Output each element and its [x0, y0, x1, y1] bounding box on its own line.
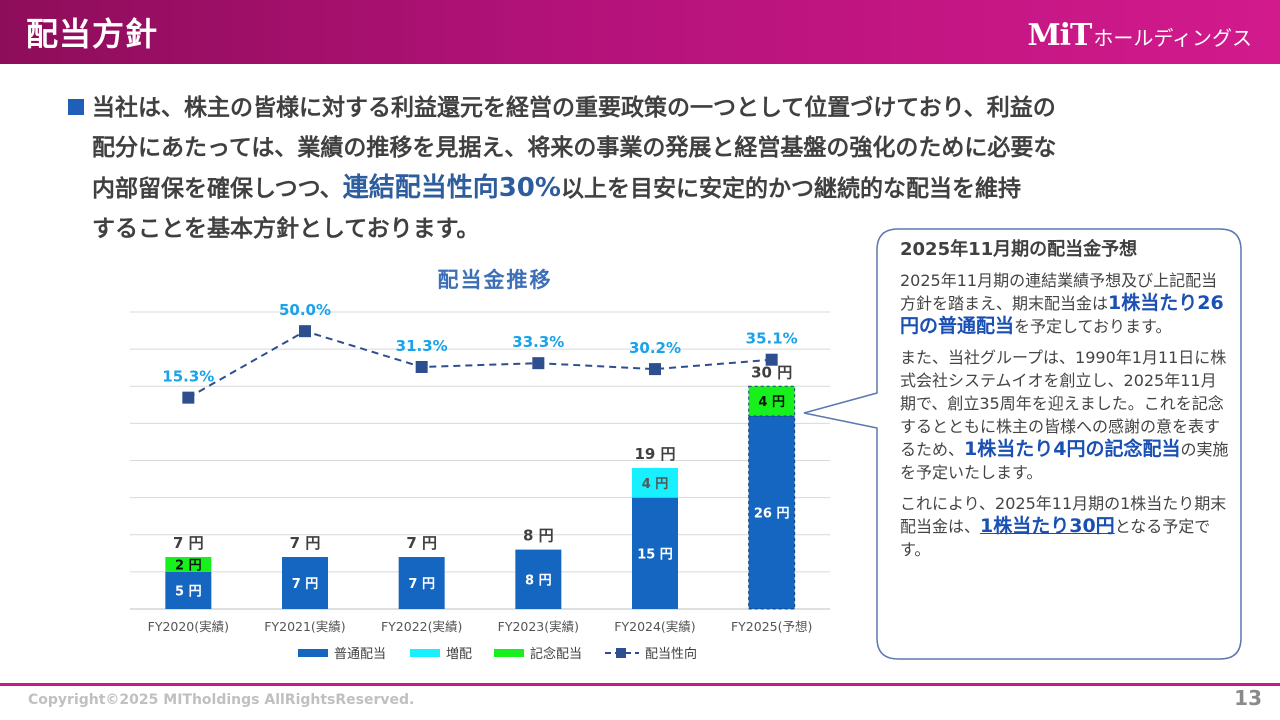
callout-paragraph-2: また、当社グループは、1990年1月11日に株式会社システムイオを創立し、202… [900, 346, 1230, 484]
bar-total-label: 7 円 [406, 534, 437, 552]
bar-total-label: 7 円 [290, 534, 321, 552]
legend-label: 普通配当 [334, 647, 386, 662]
forecast-callout: 2025年11月期の配当金予想 2025年11月期の連結業績予想及び上記配当方針… [803, 228, 1242, 660]
payout-target-highlight: 連結配当性向30% [342, 173, 561, 203]
payout-ratio-marker [299, 325, 311, 338]
x-tick-label: FY2020(実績) [148, 619, 229, 634]
bar-segment [748, 415, 796, 610]
logo-text: ホールディングス [1093, 26, 1252, 50]
bar-total-label: 7 円 [173, 534, 204, 552]
bar-value-label: 7 円 [292, 577, 319, 592]
legend-swatch [410, 649, 440, 657]
x-tick-label: FY2022(実績) [381, 619, 462, 634]
bar-value-label: 7 円 [408, 577, 435, 592]
copyright-text: Copyright©2025 MITholdings AllRightsRese… [28, 692, 415, 708]
payout-ratio-label: 15.3% [162, 368, 214, 386]
x-tick-label: FY2021(実績) [264, 619, 345, 634]
callout-paragraph-3: これにより、2025年11月期の1株当たり期末配当金は、1株当たり30円となる予… [900, 492, 1230, 561]
callout-p1-text: 2025年11月期の連結業績予想及び上記配当方針を踏まえ、期末配当金は [900, 271, 1218, 313]
bar-value-label: 8 円 [525, 573, 552, 588]
payout-ratio-label: 33.3% [512, 333, 564, 351]
callout-p3-text: これにより、2025年11月期の1株当たり期末配当金は、 [900, 494, 1227, 536]
policy-line-3: 内部留保を確保しつつ、連結配当性向30%以上を目安に安定的かつ継続的な配当を維持 [92, 168, 1218, 209]
legend-swatch [298, 649, 328, 657]
bar-value-label: 2 円 [175, 558, 202, 573]
total-dividend-highlight: 1株当たり30円 [980, 515, 1115, 537]
bar-segment [398, 557, 445, 609]
ordinary-dividend-highlight: 1株当たり26円の普通配当 [900, 292, 1224, 337]
logo-mark: MiT [1027, 18, 1092, 53]
bar-value-label: 4 円 [758, 395, 785, 410]
legend-label: 増配 [446, 647, 472, 662]
callout-p1-tail: を予定しております。 [1014, 317, 1172, 336]
payout-ratio-marker [649, 363, 661, 376]
payout-ratio-label: 35.1% [746, 330, 798, 348]
square-bullet-icon [68, 99, 84, 115]
chart-title: 配当金推移 [437, 268, 553, 292]
callout-title: 2025年11月期の配当金予想 [900, 239, 1138, 260]
policy-statement: 当社は、株主の皆様に対する利益還元を経営の重要政策の一つとして位置づけており、利… [68, 88, 1218, 249]
legend-swatch [494, 649, 524, 657]
payout-ratio-line [187, 330, 772, 399]
bar-total-label: 8 円 [523, 527, 554, 545]
bar-segment [165, 557, 212, 572]
legend-label: 配当性向 [645, 646, 697, 662]
payout-ratio-marker [415, 360, 428, 373]
bar-segment [632, 497, 678, 609]
policy-line-4: することを基本方針としております。 [92, 216, 480, 242]
payout-ratio-label: 30.2% [629, 339, 681, 357]
bar-segment [282, 557, 328, 609]
policy-line-3-pre: 内部留保を確保しつつ、 [92, 176, 343, 202]
callout-p3-tail: となる予定です。 [900, 517, 1211, 559]
callout-p2-tail: の実施を予定いたします。 [900, 440, 1229, 482]
payout-ratio-marker [182, 391, 195, 404]
callout-p2-text: また、当社グループは、1990年1月11日に株式会社システムイオを創立し、202… [900, 348, 1227, 459]
bar-value-label: 5 円 [175, 584, 202, 599]
callout-frame [803, 228, 1242, 660]
payout-ratio-marker [532, 357, 545, 370]
policy-line-1: 当社は、株主の皆様に対する利益還元を経営の重要政策の一つとして位置づけており、利… [92, 95, 1056, 121]
policy-line-2: 配分にあたっては、業績の推移を見据え、将来の事業の発展と経営基盤の強化のために必… [92, 135, 1057, 161]
footer-divider [0, 683, 1280, 686]
payout-ratio-label: 50.0% [279, 301, 331, 319]
legend-label: 記念配当 [530, 646, 582, 662]
bar-segment [515, 549, 562, 609]
header-bar: 配当方針 MiT ホールディングス [0, 0, 1280, 64]
bar-segment [632, 467, 678, 498]
callout-paragraph-1: 2025年11月期の連結業績予想及び上記配当方針を踏まえ、期末配当金は1株当たり… [900, 269, 1230, 338]
legend-marker [616, 648, 626, 658]
bar-value-label: 4 円 [642, 477, 669, 492]
x-tick-label: FY2023(実績) [498, 619, 579, 634]
payout-ratio-label: 31.3% [396, 337, 448, 355]
bar-total-label: 19 円 [634, 445, 675, 463]
x-tick-label: FY2025(予想) [731, 619, 812, 634]
page-number: 13 [1234, 686, 1262, 710]
bar-segment [748, 385, 796, 417]
bar-total-label: 30 円 [751, 363, 792, 381]
page-title: 配当方針 [26, 15, 159, 53]
payout-ratio-marker [765, 353, 778, 366]
company-logo: MiT ホールディングス [1027, 18, 1252, 53]
bar-segment [165, 571, 212, 609]
commemorative-dividend-highlight: 1株当たり4円の記念配当 [964, 438, 1181, 460]
bar-value-label: 26 円 [754, 506, 790, 521]
policy-line-3-post: 以上を目安に安定的かつ継続的な配当を維持 [560, 176, 1021, 202]
bar-value-label: 15 円 [637, 547, 673, 562]
x-tick-label: FY2024(実績) [614, 619, 695, 634]
